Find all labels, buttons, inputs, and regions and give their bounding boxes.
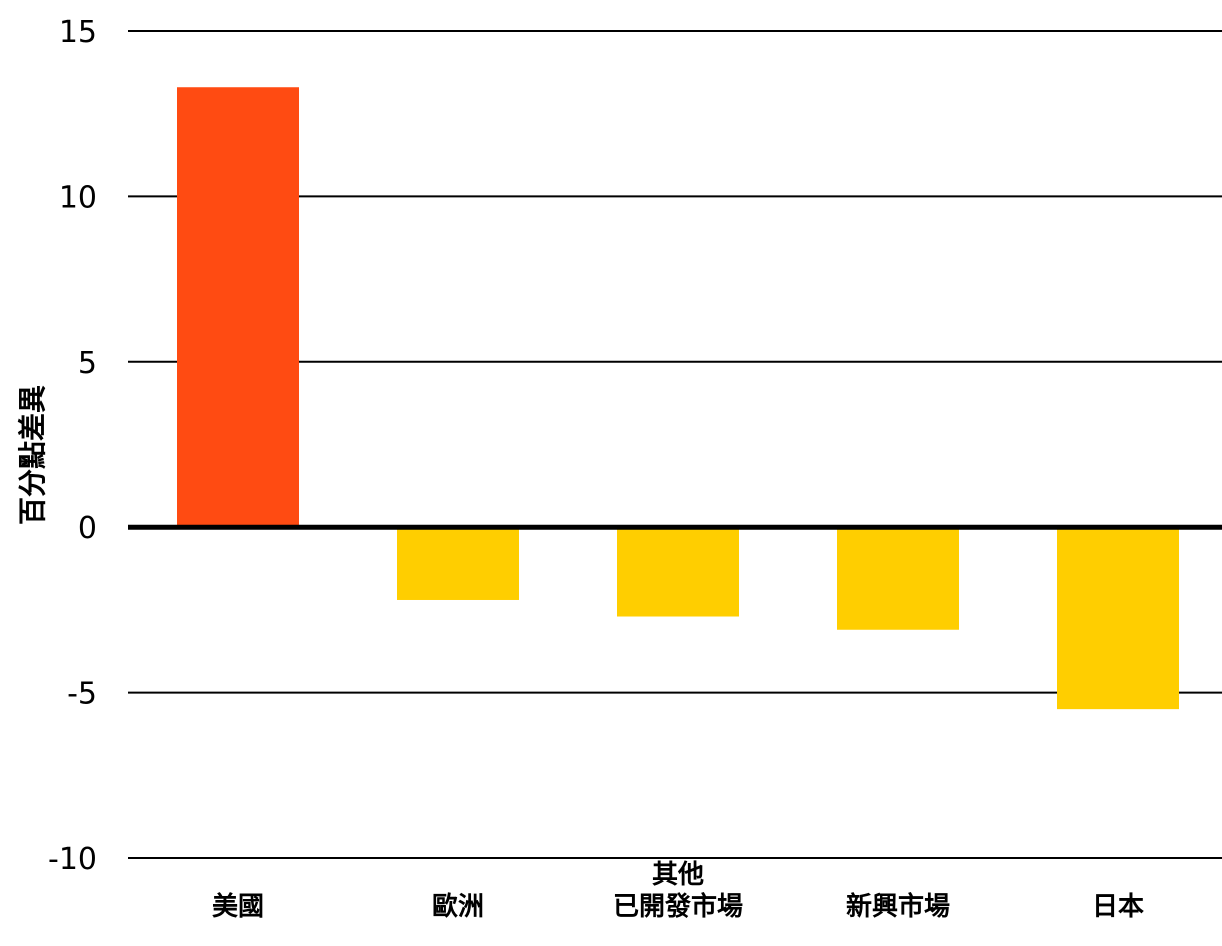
bar	[837, 527, 959, 630]
y-tick-label: 0	[78, 511, 97, 546]
x-category-label: 美國	[212, 891, 264, 922]
bars	[177, 87, 1179, 710]
y-axis-tick-labels: 15 10 5 0 -5 -10	[48, 15, 97, 877]
x-category-label: 歐洲	[432, 892, 484, 922]
bar	[177, 87, 299, 528]
x-category-label: 新興市場	[846, 891, 950, 922]
x-category-label: 已開發市場	[613, 891, 743, 922]
y-tick-label: -10	[48, 842, 97, 877]
y-tick-label: -5	[67, 677, 97, 712]
bar	[617, 527, 739, 617]
x-category-label: 其他	[652, 860, 704, 890]
bar	[1057, 527, 1179, 710]
y-tick-label: 10	[59, 180, 97, 215]
y-axis-title: 百分點差異	[16, 385, 49, 525]
y-tick-label: 5	[78, 346, 97, 381]
bar	[397, 527, 519, 600]
x-category-label: 日本	[1092, 892, 1144, 922]
gridlines	[128, 30, 1222, 859]
y-tick-label: 15	[59, 15, 97, 50]
